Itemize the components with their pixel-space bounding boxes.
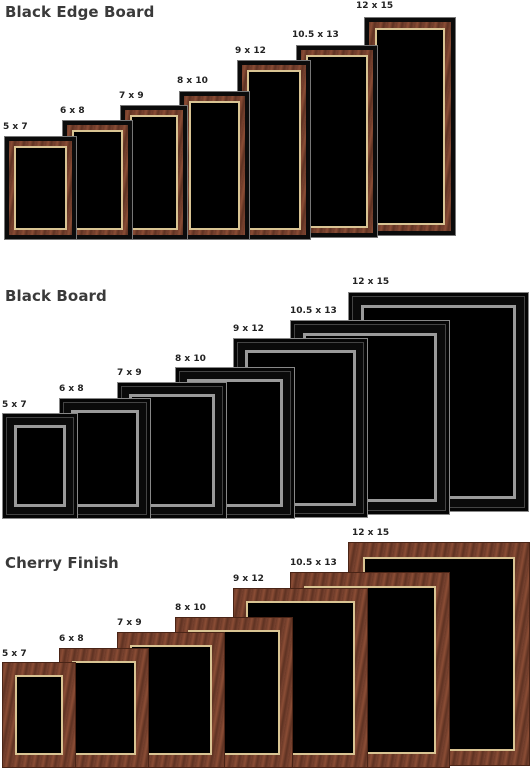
size-label-8x10: 8 x 10 <box>175 603 206 613</box>
size-label-10-5x13: 10.5 x 13 <box>290 558 337 568</box>
size-label-5x7: 5 x 7 <box>2 649 27 659</box>
size-label-9x12: 9 x 12 <box>233 574 264 584</box>
size-label-6x8: 6 x 8 <box>59 634 84 644</box>
size-label-12x15: 12 x 15 <box>352 528 389 538</box>
plaque-5x7 <box>2 662 76 768</box>
section-title: Cherry Finish <box>5 554 119 572</box>
size-label-7x9: 7 x 9 <box>117 618 142 628</box>
